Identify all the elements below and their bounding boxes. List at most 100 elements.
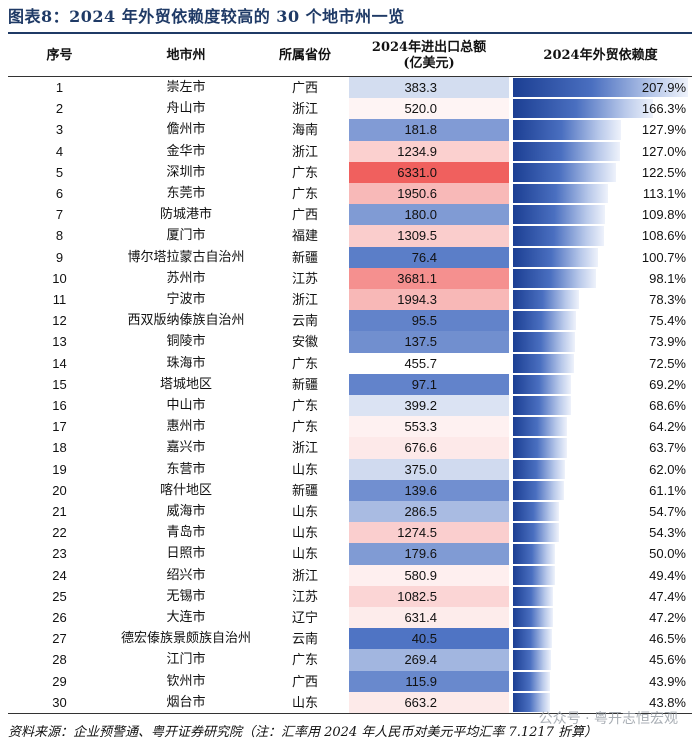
row-impex: 399.2 xyxy=(404,398,437,414)
row-city: 铜陵市 xyxy=(166,334,206,350)
row-seq: 15 xyxy=(52,376,67,392)
table-row: 7 防城港市 广西 180.0 109.8% xyxy=(8,204,692,226)
dependency-bar xyxy=(513,692,550,713)
row-dependency: 63.7% xyxy=(649,440,686,456)
dependency-bar xyxy=(513,247,598,267)
row-province: 新疆 xyxy=(291,376,318,392)
row-dependency-cell: 108.6% xyxy=(509,225,692,246)
row-dependency-cell: 72.5% xyxy=(509,353,692,374)
header-impex-line1: 2024年进出口总额 xyxy=(371,40,487,55)
table-row: 9 博尔塔拉蒙古自治州 新疆 76.4 100.7% xyxy=(8,246,692,268)
row-dependency-cell: 75.4% xyxy=(509,310,692,331)
row-seq: 23 xyxy=(52,546,67,562)
row-city: 中山市 xyxy=(166,398,206,414)
row-seq: 1 xyxy=(55,80,64,95)
row-province: 安徽 xyxy=(291,334,318,350)
table-row: 5 深圳市 广东 6331.0 122.5% xyxy=(8,161,692,184)
row-impex: 375.0 xyxy=(404,461,437,477)
row-impex-cell: 580.9 xyxy=(349,564,509,586)
row-impex: 1274.5 xyxy=(397,525,437,541)
header-seq: 序号 xyxy=(8,36,111,77)
dependency-bar xyxy=(513,502,559,522)
row-impex: 663.2 xyxy=(404,694,437,710)
row-impex: 383.3 xyxy=(404,80,437,95)
row-dependency: 54.7% xyxy=(649,504,686,520)
row-dependency: 127.0% xyxy=(641,143,686,159)
row-dependency: 100.7% xyxy=(641,249,686,265)
row-province: 新疆 xyxy=(291,482,318,498)
row-dependency: 68.6% xyxy=(649,398,686,414)
row-dependency-cell: 54.7% xyxy=(509,501,692,522)
row-dependency: 46.5% xyxy=(649,631,686,647)
dependency-bar xyxy=(513,141,620,161)
dependency-bar xyxy=(513,205,605,225)
dependency-bar xyxy=(513,78,688,98)
row-impex: 1994.3 xyxy=(397,292,437,308)
row-impex-cell: 520.0 xyxy=(349,98,509,120)
row-impex-cell: 40.5 xyxy=(349,628,509,650)
row-province: 广东 xyxy=(291,419,318,435)
dependency-bar xyxy=(513,268,596,289)
dependency-bar xyxy=(513,586,553,607)
table-row: 14 珠海市 广东 455.7 72.5% xyxy=(8,352,692,374)
table-row: 17 惠州市 广东 553.3 64.2% xyxy=(8,416,692,438)
row-impex: 3681.1 xyxy=(397,270,437,286)
row-province: 广西 xyxy=(291,673,318,689)
header-impex-line2: (亿美元) xyxy=(403,56,455,71)
row-province: 浙江 xyxy=(291,292,318,308)
table-row: 13 铜陵市 安徽 137.5 73.9% xyxy=(8,331,692,353)
row-dependency: 113.1% xyxy=(642,186,686,202)
row-seq: 16 xyxy=(52,398,67,414)
table-row: 29 钦州市 广西 115.9 43.9% xyxy=(8,670,692,692)
row-province: 浙江 xyxy=(291,143,318,159)
row-province: 江苏 xyxy=(291,588,318,604)
header-province: 所属省份 xyxy=(261,36,349,77)
row-impex: 115.9 xyxy=(405,673,437,689)
row-dependency-cell: 69.2% xyxy=(509,374,692,395)
row-province: 山东 xyxy=(291,546,318,562)
row-impex: 520.0 xyxy=(404,101,437,117)
row-dependency: 78.3% xyxy=(649,292,686,308)
row-province: 山东 xyxy=(291,525,318,541)
row-impex: 1950.6 xyxy=(397,186,437,202)
row-dependency: 127.9% xyxy=(641,122,686,138)
row-city: 钦州市 xyxy=(166,673,206,689)
row-seq: 24 xyxy=(52,567,67,583)
watermark: 公众号 · 粤开志恒宏观 xyxy=(538,711,678,727)
row-dependency-cell: 113.1% xyxy=(509,183,692,204)
dependency-bar xyxy=(513,459,565,479)
row-seq: 17 xyxy=(52,419,67,435)
row-seq: 28 xyxy=(52,652,67,668)
row-seq: 26 xyxy=(52,610,67,626)
row-province: 辽宁 xyxy=(291,610,318,626)
row-province: 广东 xyxy=(291,186,318,202)
dependency-bar xyxy=(513,332,575,352)
row-dependency-cell: 61.1% xyxy=(509,480,692,501)
row-city: 东莞市 xyxy=(166,186,206,202)
row-seq: 7 xyxy=(55,207,64,223)
row-city: 大连市 xyxy=(166,610,206,626)
row-dependency: 72.5% xyxy=(649,355,686,371)
table-row: 25 无锡市 江苏 1082.5 47.4% xyxy=(8,585,692,608)
row-city: 喀什地区 xyxy=(159,482,212,498)
row-province: 海南 xyxy=(291,122,318,138)
row-city: 德宏傣族景颇族自治州 xyxy=(120,631,251,647)
row-impex: 455.7 xyxy=(404,355,437,371)
row-impex-cell: 179.6 xyxy=(349,543,509,565)
row-impex: 180.0 xyxy=(404,207,437,223)
row-impex: 1082.5 xyxy=(397,588,437,604)
dependency-bar xyxy=(513,290,579,310)
row-impex-cell: 676.6 xyxy=(349,437,509,459)
row-impex-cell: 139.6 xyxy=(349,479,509,502)
table-row: 23 日照市 山东 179.6 50.0% xyxy=(8,543,692,565)
row-seq: 30 xyxy=(8,691,111,715)
row-city: 西双版纳傣族自治州 xyxy=(127,313,245,329)
row-city: 惠州市 xyxy=(166,419,206,435)
row-city: 烟台市 xyxy=(111,691,261,715)
row-impex-cell: 286.5 xyxy=(349,501,509,523)
row-dependency: 61.1% xyxy=(649,482,686,498)
dependency-bar xyxy=(513,99,653,119)
table-row: 24 绍兴市 浙江 580.9 49.4% xyxy=(8,564,692,586)
row-seq: 5 xyxy=(55,164,64,180)
row-seq: 6 xyxy=(55,186,64,202)
